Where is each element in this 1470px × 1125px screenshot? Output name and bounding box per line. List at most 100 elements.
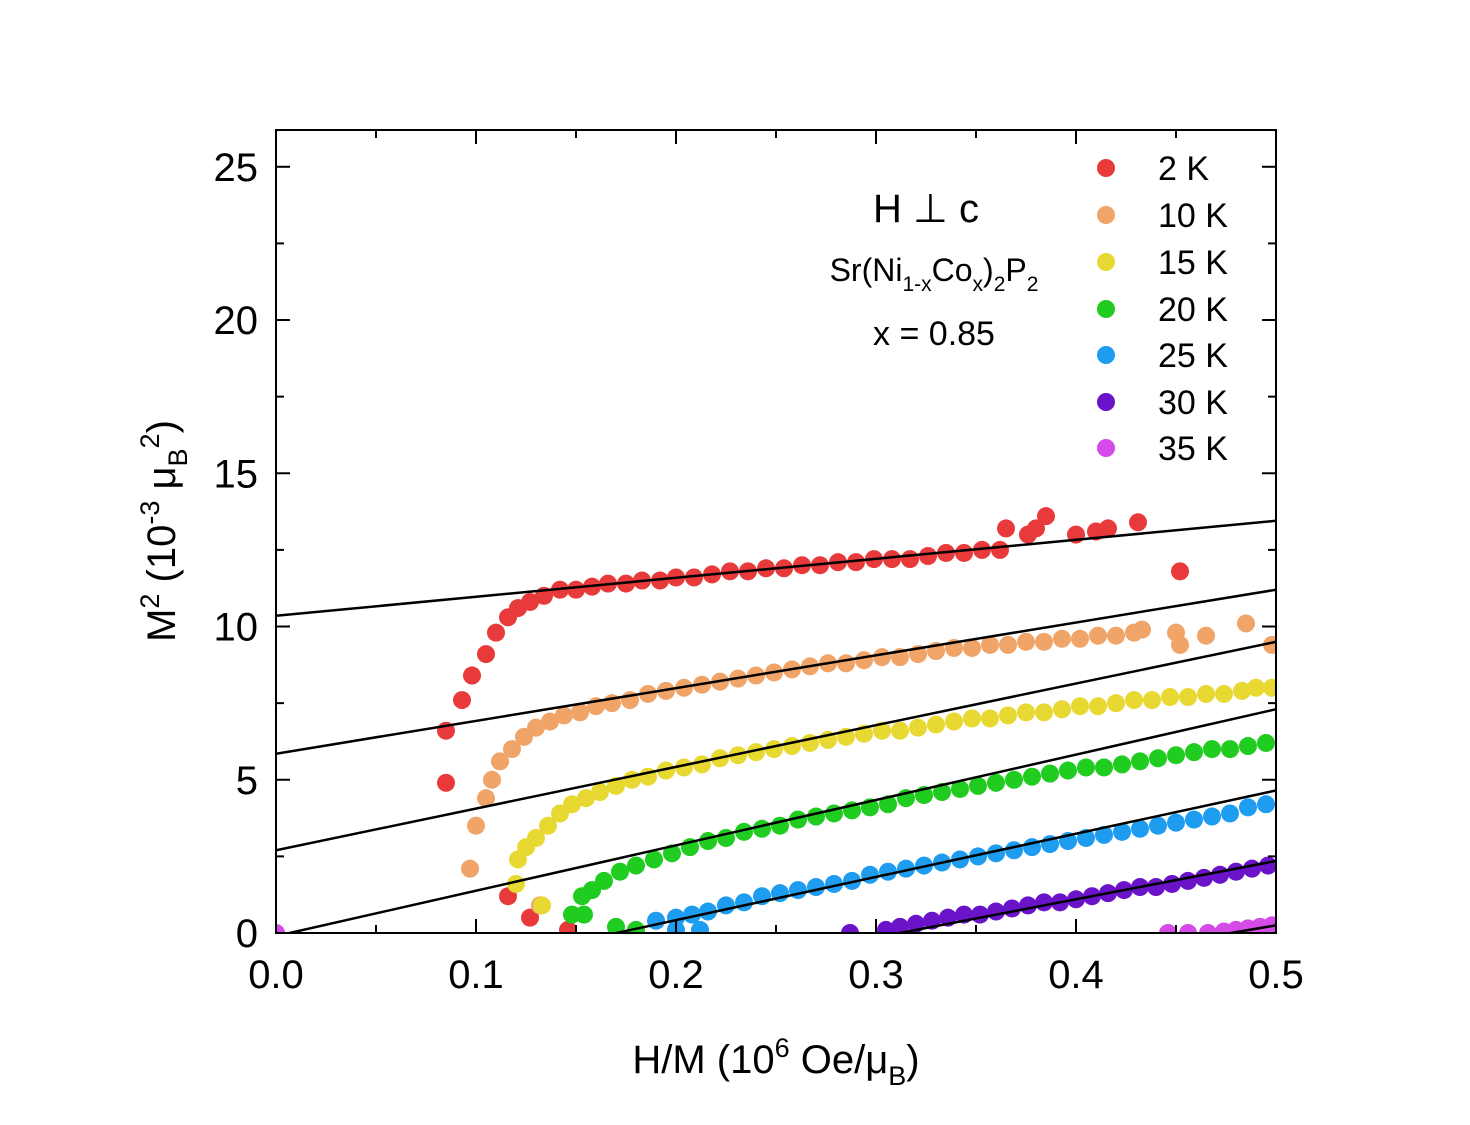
legend-label: 35 K	[1158, 430, 1228, 468]
y-tick-label: 20	[214, 299, 259, 343]
data-point	[1017, 632, 1035, 651]
data-point	[1005, 841, 1023, 860]
data-point	[1221, 740, 1239, 759]
y-tick-label: 0	[236, 912, 258, 956]
fit-line	[276, 640, 1276, 852]
data-point	[987, 902, 1005, 921]
data-point	[1167, 746, 1185, 765]
legend-label: 15 K	[1158, 244, 1228, 282]
data-point	[461, 859, 479, 878]
data-point	[623, 770, 641, 789]
data-point	[963, 709, 981, 728]
data-point	[1167, 813, 1185, 832]
data-point	[699, 832, 717, 851]
data-point	[909, 718, 927, 737]
data-point	[877, 920, 895, 933]
data-point	[1203, 807, 1221, 826]
legend-entry: 2 K	[1097, 150, 1209, 188]
data-point	[1019, 896, 1037, 915]
data-point	[521, 592, 539, 611]
data-point	[571, 703, 589, 722]
data-point	[999, 706, 1017, 725]
data-point	[1035, 632, 1053, 651]
y-tick-label: 10	[214, 606, 259, 650]
data-point	[847, 553, 865, 572]
data-point	[527, 718, 545, 737]
legend-entry: 20 K	[1097, 291, 1228, 329]
legend-entry: 10 K	[1097, 197, 1228, 235]
data-point	[1107, 694, 1125, 713]
plot-frame	[275, 129, 1277, 934]
data-point	[693, 755, 711, 774]
data-point	[1113, 755, 1131, 774]
data-point	[1035, 703, 1053, 722]
data-point	[969, 847, 987, 866]
data-point	[1197, 626, 1215, 645]
data-point	[841, 924, 859, 933]
data-point	[276, 924, 285, 933]
data-point	[1179, 871, 1197, 890]
data-point	[1171, 635, 1189, 654]
data-point	[981, 635, 999, 654]
data-point	[1125, 691, 1143, 710]
data-point	[1003, 899, 1021, 918]
legend-label: 2 K	[1158, 150, 1209, 188]
data-point	[1027, 519, 1045, 538]
data-point	[987, 773, 1005, 792]
legend-entry: 25 K	[1097, 337, 1228, 375]
data-point	[477, 789, 495, 808]
data-point	[735, 893, 753, 912]
data-point	[575, 905, 593, 924]
legend-label: 20 K	[1158, 291, 1228, 329]
data-point	[1095, 758, 1113, 777]
data-point	[685, 568, 703, 587]
data-point	[563, 795, 581, 814]
data-point	[735, 822, 753, 841]
data-point	[1179, 688, 1197, 707]
data-point	[1071, 697, 1089, 716]
legend-label: 30 K	[1158, 384, 1228, 422]
data-point	[997, 519, 1015, 538]
data-point	[1163, 874, 1181, 893]
data-point	[891, 917, 909, 933]
data-point	[1143, 691, 1161, 710]
data-point	[487, 623, 505, 642]
data-point	[855, 651, 873, 670]
fit-line	[1223, 924, 1276, 933]
data-point	[1237, 614, 1255, 633]
data-point	[627, 856, 645, 875]
data-point	[1263, 916, 1276, 933]
data-point	[1203, 740, 1221, 759]
data-point	[1149, 749, 1167, 768]
data-point	[663, 844, 681, 863]
data-point	[463, 666, 481, 685]
data-point	[691, 920, 709, 933]
data-point	[747, 743, 765, 762]
data-point	[1259, 856, 1276, 875]
data-point	[675, 758, 693, 777]
data-point	[1005, 770, 1023, 789]
data-point	[467, 816, 485, 835]
data-point	[483, 770, 501, 789]
data-point	[521, 908, 539, 927]
data-point	[1089, 697, 1107, 716]
data-point	[1239, 737, 1257, 756]
data-point	[981, 709, 999, 728]
legend-entry: 30 K	[1097, 384, 1228, 422]
data-point	[555, 706, 573, 725]
data-point	[999, 635, 1017, 654]
data-point	[503, 740, 521, 759]
data-point	[1149, 816, 1167, 835]
x-tick-label: 0.2	[648, 953, 704, 997]
data-point	[1197, 684, 1215, 703]
data-point	[1095, 825, 1113, 844]
data-point	[1059, 761, 1077, 780]
data-point	[1147, 878, 1165, 897]
data-point	[491, 752, 509, 771]
field-direction-annotation: H ⊥ c	[873, 187, 979, 231]
x-tick-label: 0.5	[1248, 953, 1304, 997]
data-point	[897, 859, 915, 878]
data-point	[1133, 620, 1151, 639]
data-point	[1211, 865, 1229, 884]
data-point	[963, 638, 981, 657]
